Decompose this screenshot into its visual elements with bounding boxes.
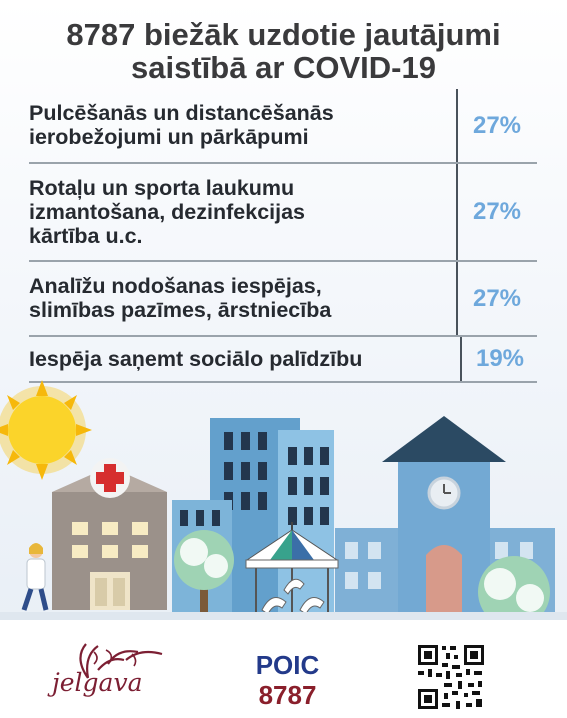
tree-icon [174, 530, 234, 613]
qr-code-icon[interactable] [416, 643, 486, 711]
question-percentage: 19% [475, 345, 525, 372]
poic-logo: POIC 8787 [240, 650, 335, 710]
row-divider [456, 89, 458, 162]
question-row: Rotaļu un sporta laukumu izmantošana, de… [29, 164, 537, 262]
row-divider [460, 337, 462, 381]
school-building-icon [335, 416, 555, 620]
hospital-icon [52, 458, 167, 610]
question-row: Pulcēšanās un distancēšanās ierobežojumi… [29, 89, 537, 164]
question-text: Analīžu nodošanas iespējas, slimības paz… [29, 274, 332, 322]
title-line-2: saistībā ar COVID-19 [131, 50, 436, 85]
jelgava-logo-icon [79, 643, 163, 679]
question-text: Iespēja saņemt sociālo palīdzību [29, 347, 363, 371]
title-line-1: 8787 biežāk uzdotie jautājumi [66, 17, 501, 52]
poic-number: 8787 [258, 680, 317, 710]
poic-label: POIC [255, 650, 320, 680]
city-illustration [0, 380, 567, 640]
question-list: Pulcēšanās un distancēšanās ierobežojumi… [29, 89, 537, 383]
question-percentage: 27% [472, 284, 522, 312]
question-text: Rotaļu un sporta laukumu izmantošana, de… [29, 176, 306, 248]
question-text: Pulcēšanās un distancēšanās ierobežojumi… [29, 101, 334, 149]
row-divider [456, 262, 458, 335]
question-row: Analīžu nodošanas iespējas, slimības paz… [29, 262, 537, 337]
jelgava-logo-text: jelgava [52, 668, 143, 697]
question-row: Iespēja saņemt sociālo palīdzību 19% [29, 337, 537, 383]
question-percentage: 27% [472, 198, 522, 225]
doctor-figure-icon [21, 543, 49, 611]
sun-icon [0, 380, 92, 480]
page-title: 8787 biežāk uzdotie jautājumi saistībā a… [0, 18, 567, 84]
row-divider [456, 164, 458, 260]
question-percentage: 27% [472, 111, 522, 139]
